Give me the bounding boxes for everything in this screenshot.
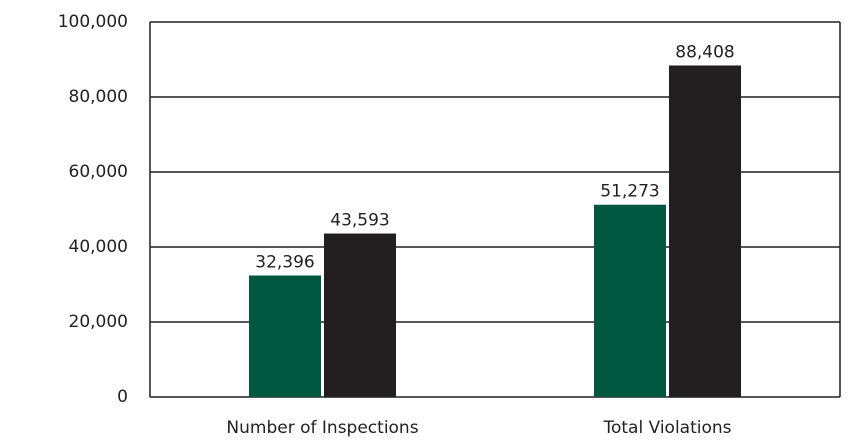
y-tick-label: 60,000 (69, 162, 128, 182)
value-label: 88,408 (675, 42, 734, 62)
y-tick-label: 0 (117, 387, 128, 407)
x-tick-label: Number of Inspections (226, 418, 418, 438)
bar (324, 233, 396, 397)
bar (594, 204, 666, 397)
value-label: 43,593 (330, 211, 389, 231)
y-tick-label: 40,000 (69, 237, 128, 257)
bar (249, 275, 321, 397)
y-tick-label: 100,000 (58, 12, 128, 32)
value-label: 32,396 (255, 253, 314, 273)
value-label: 51,273 (600, 182, 659, 202)
y-tick-label: 80,000 (69, 87, 128, 107)
x-tick-label: Total Violations (602, 418, 731, 438)
bar (669, 65, 741, 397)
y-tick-label: 20,000 (69, 312, 128, 332)
